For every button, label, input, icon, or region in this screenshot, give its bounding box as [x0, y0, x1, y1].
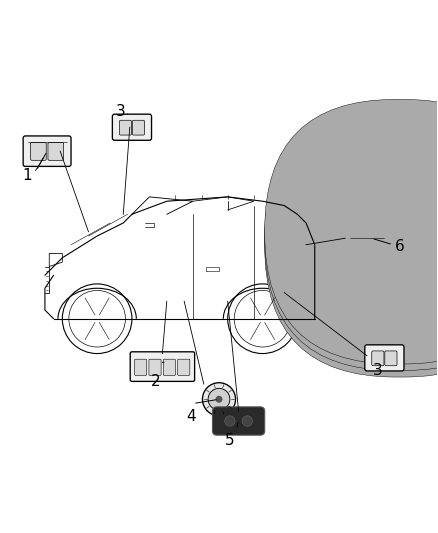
Text: 3: 3 — [116, 104, 126, 119]
FancyBboxPatch shape — [134, 359, 147, 375]
FancyBboxPatch shape — [23, 136, 71, 166]
Circle shape — [208, 389, 230, 410]
FancyBboxPatch shape — [149, 359, 161, 375]
FancyBboxPatch shape — [113, 114, 152, 140]
FancyBboxPatch shape — [31, 142, 46, 160]
FancyBboxPatch shape — [132, 120, 145, 135]
FancyBboxPatch shape — [265, 112, 438, 377]
Circle shape — [242, 416, 253, 426]
Circle shape — [225, 416, 235, 426]
Text: 1: 1 — [23, 167, 32, 183]
Circle shape — [215, 396, 223, 403]
FancyBboxPatch shape — [385, 351, 397, 366]
FancyBboxPatch shape — [119, 120, 131, 135]
FancyBboxPatch shape — [48, 142, 64, 160]
Text: 4: 4 — [186, 409, 195, 424]
FancyBboxPatch shape — [212, 407, 265, 435]
Text: 6: 6 — [395, 239, 404, 254]
Text: 3: 3 — [373, 364, 383, 378]
FancyBboxPatch shape — [344, 225, 399, 252]
Text: 2: 2 — [151, 374, 161, 389]
Text: 5: 5 — [225, 433, 235, 448]
Circle shape — [202, 383, 236, 416]
FancyBboxPatch shape — [365, 345, 404, 371]
FancyBboxPatch shape — [265, 106, 438, 370]
FancyBboxPatch shape — [163, 359, 176, 375]
FancyBboxPatch shape — [372, 351, 384, 366]
FancyBboxPatch shape — [178, 359, 190, 375]
FancyBboxPatch shape — [265, 99, 438, 364]
FancyBboxPatch shape — [130, 352, 194, 382]
